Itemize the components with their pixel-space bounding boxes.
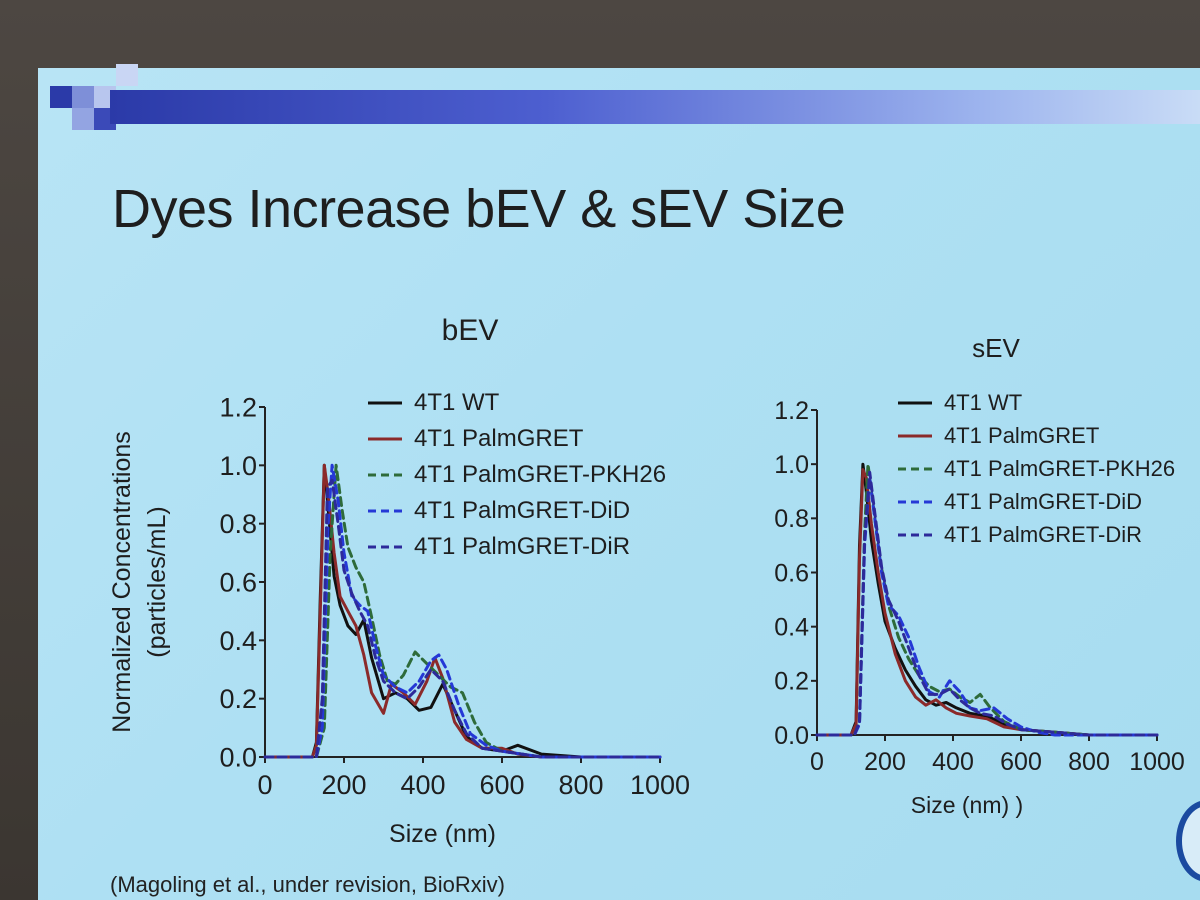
sev-legend-label: 4T1 WT (944, 390, 1022, 415)
sev-series-line-5 (815, 470, 1159, 737)
title-accent-bar (110, 90, 1200, 124)
bev-legend-label: 4T1 PalmGRET-PKH26 (414, 461, 666, 488)
bev-series-line-5 (263, 478, 662, 759)
bev-x-tick-label: 800 (558, 770, 603, 800)
bev-chart-title: bEV (442, 314, 499, 347)
bev-legend-label: 4T1 WT (414, 389, 500, 416)
bev-y-tick-label: 0.6 (219, 567, 257, 597)
bev-y-axis-label-line2: (particles/mL) (143, 506, 171, 657)
bev-y-tick-label: 0.4 (219, 626, 257, 656)
sev-x-tick-label: 200 (864, 748, 906, 776)
bev-x-tick-label: 400 (400, 770, 445, 800)
sev-y-tick-label: 0.8 (774, 505, 809, 533)
bev-x-axis-label: Size (nm) (389, 820, 496, 848)
bev-x-tick-label: 200 (321, 770, 366, 800)
bev-y-tick-label: 1.0 (219, 451, 257, 481)
sev-legend-label: 4T1 PalmGRET-DiD (944, 489, 1142, 514)
sev-y-tick-label: 1.0 (774, 451, 809, 479)
title-decoration-square (50, 86, 72, 108)
slide-background (38, 68, 1200, 900)
slide-title: Dyes Increase bEV & sEV Size (112, 179, 846, 239)
sev-plot-group: sEV 0.0 0.2 0.4 0.6 0.8 1.0 1.2 0 200 400 600 800 100… (774, 333, 1185, 818)
sev-y-tick-label: 0.6 (774, 559, 809, 587)
sev-y-tick-label: 1.2 (774, 397, 809, 425)
sev-x-tick-label: 0 (810, 748, 824, 776)
bev-legend-label: 4T1 PalmGRET (414, 425, 584, 452)
bev-legend-label: 4T1 PalmGRET-DiD (414, 497, 630, 524)
sev-series-line-2 (815, 468, 1159, 737)
sev-x-tick-label: 400 (932, 748, 974, 776)
citation: (Magoling et al., under revision, BioRxi… (110, 872, 505, 897)
bev-x-tick-label: 0 (257, 770, 272, 800)
sev-y-tick-label: 0.4 (774, 613, 809, 641)
bev-y-axis-label-line1: Normalized Concentrations (108, 431, 136, 733)
bev-x-tick-label: 600 (479, 770, 524, 800)
sev-legend-label: 4T1 PalmGRET-PKH26 (944, 456, 1175, 481)
bev-y-tick-label: 1.2 (219, 392, 257, 422)
sev-x-axis-label: Size (nm) ) (911, 792, 1023, 818)
title-decoration-square (116, 64, 138, 86)
sev-chart-title: sEV (972, 333, 1020, 363)
sev-legend-label: 4T1 PalmGRET (944, 423, 1099, 448)
bev-plot-group: bEV 0.0 0.2 0.4 0.6 0.8 1.0 1.2 0 200 400 600 800 100… (108, 314, 690, 848)
bev-legend-label: 4T1 PalmGRET-DiR (414, 533, 630, 560)
sev-legend-label: 4T1 PalmGRET-DiR (944, 522, 1142, 547)
sev-x-tick-label: 800 (1068, 748, 1110, 776)
bev-x-tick-label: 1000 (630, 770, 690, 800)
title-decoration-square (72, 86, 94, 108)
sev-x-tick-label: 600 (1000, 748, 1042, 776)
bev-y-tick-label: 0.8 (219, 509, 257, 539)
bev-y-tick-label: 0.0 (219, 742, 257, 772)
sev-x-tick-label: 1000 (1129, 748, 1185, 776)
sev-y-tick-label: 0.0 (774, 722, 809, 750)
sev-y-tick-label: 0.2 (774, 668, 809, 696)
bev-y-tick-label: 0.2 (219, 684, 257, 714)
title-decoration-square (72, 108, 94, 130)
